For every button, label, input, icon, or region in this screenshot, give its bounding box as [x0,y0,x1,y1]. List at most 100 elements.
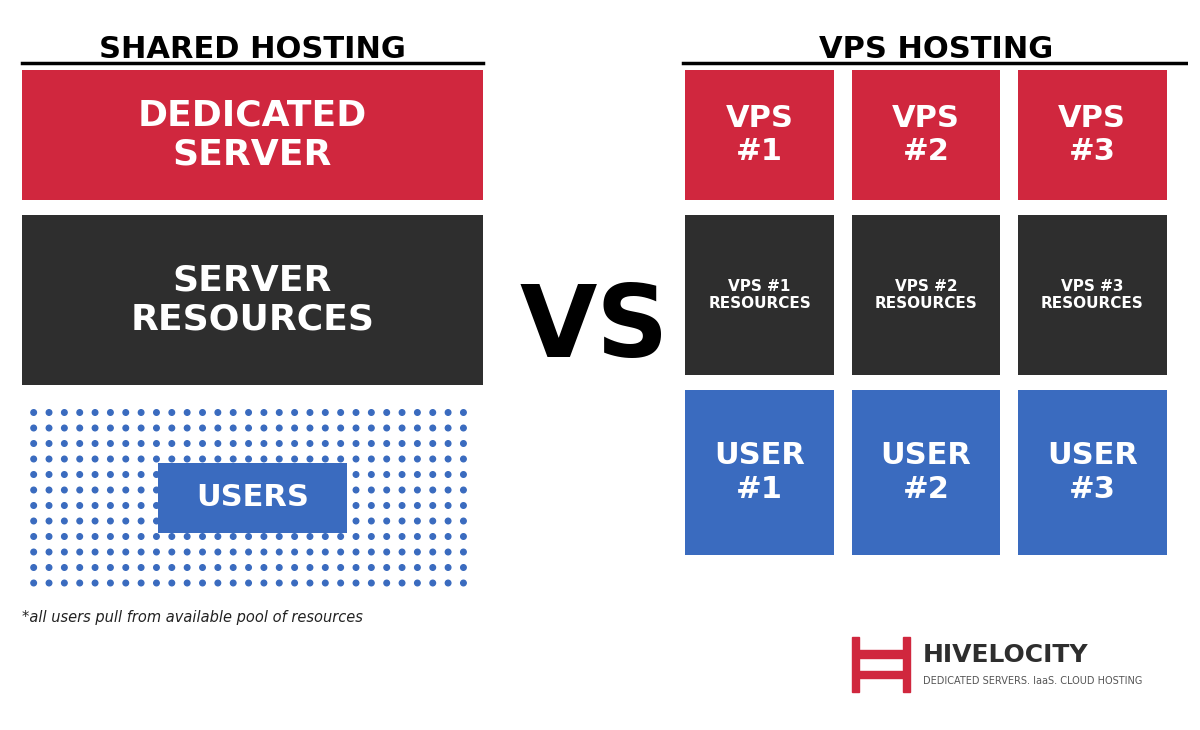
Circle shape [445,518,451,524]
Circle shape [31,410,36,415]
Circle shape [47,503,52,508]
Circle shape [230,456,236,462]
Circle shape [353,425,359,431]
Circle shape [138,503,144,508]
Circle shape [368,456,374,462]
Circle shape [138,441,144,446]
Circle shape [154,518,160,524]
Circle shape [307,503,313,508]
Circle shape [353,565,359,570]
Circle shape [61,549,67,555]
FancyBboxPatch shape [852,70,1000,200]
Circle shape [338,518,343,524]
Circle shape [262,410,266,415]
Circle shape [353,534,359,539]
Circle shape [138,456,144,462]
Circle shape [323,503,328,508]
Circle shape [384,565,390,570]
Circle shape [185,534,190,539]
Circle shape [292,425,298,431]
Circle shape [323,565,328,570]
Text: VPS
#3: VPS #3 [1058,104,1127,166]
Circle shape [31,472,36,477]
Circle shape [154,410,160,415]
Circle shape [368,472,374,477]
Text: VPS #3
RESOURCES: VPS #3 RESOURCES [1040,279,1144,311]
Circle shape [185,441,190,446]
Circle shape [323,456,328,462]
Circle shape [338,549,343,555]
Circle shape [338,565,343,570]
Circle shape [31,456,36,462]
Circle shape [400,534,404,539]
Circle shape [77,503,83,508]
Circle shape [169,518,174,524]
Circle shape [215,425,221,431]
Circle shape [47,456,52,462]
Circle shape [430,565,436,570]
Text: HIVELOCITY: HIVELOCITY [923,642,1088,666]
Circle shape [31,580,36,585]
Bar [858,671,904,678]
Circle shape [199,425,205,431]
Circle shape [61,565,67,570]
Circle shape [415,580,420,585]
Circle shape [138,472,144,477]
Circle shape [400,472,404,477]
Circle shape [415,534,420,539]
Circle shape [185,425,190,431]
Circle shape [154,580,160,585]
Circle shape [77,472,83,477]
Circle shape [92,456,98,462]
FancyBboxPatch shape [1018,390,1166,555]
Circle shape [47,441,52,446]
Circle shape [169,580,174,585]
FancyBboxPatch shape [685,215,834,375]
Circle shape [215,518,221,524]
Text: VPS
#1: VPS #1 [726,104,793,166]
Circle shape [61,580,67,585]
Circle shape [108,441,113,446]
Circle shape [122,410,128,415]
Circle shape [61,425,67,431]
Circle shape [138,549,144,555]
Circle shape [415,425,420,431]
Circle shape [215,487,221,493]
Circle shape [400,487,404,493]
Circle shape [154,549,160,555]
Circle shape [368,549,374,555]
Circle shape [368,425,374,431]
Circle shape [77,487,83,493]
Circle shape [415,441,420,446]
Circle shape [122,441,128,446]
Circle shape [169,565,174,570]
Circle shape [246,503,251,508]
Circle shape [108,487,113,493]
Circle shape [276,503,282,508]
Text: DEDICATED
SERVER: DEDICATED SERVER [138,99,367,172]
Circle shape [323,518,328,524]
FancyBboxPatch shape [685,70,834,200]
Circle shape [77,534,83,539]
Circle shape [169,503,174,508]
Circle shape [31,441,36,446]
Circle shape [47,534,52,539]
Circle shape [215,456,221,462]
Circle shape [92,518,98,524]
Circle shape [384,534,390,539]
Circle shape [138,565,144,570]
Circle shape [122,580,128,585]
Circle shape [47,472,52,477]
Circle shape [461,487,467,493]
Circle shape [415,456,420,462]
Circle shape [122,487,128,493]
Circle shape [338,410,343,415]
Circle shape [307,456,313,462]
Circle shape [185,410,190,415]
Circle shape [400,503,404,508]
Circle shape [108,472,113,477]
Circle shape [292,534,298,539]
Text: VPS
#2: VPS #2 [892,104,960,166]
Text: USERS: USERS [196,483,308,512]
Circle shape [246,456,251,462]
